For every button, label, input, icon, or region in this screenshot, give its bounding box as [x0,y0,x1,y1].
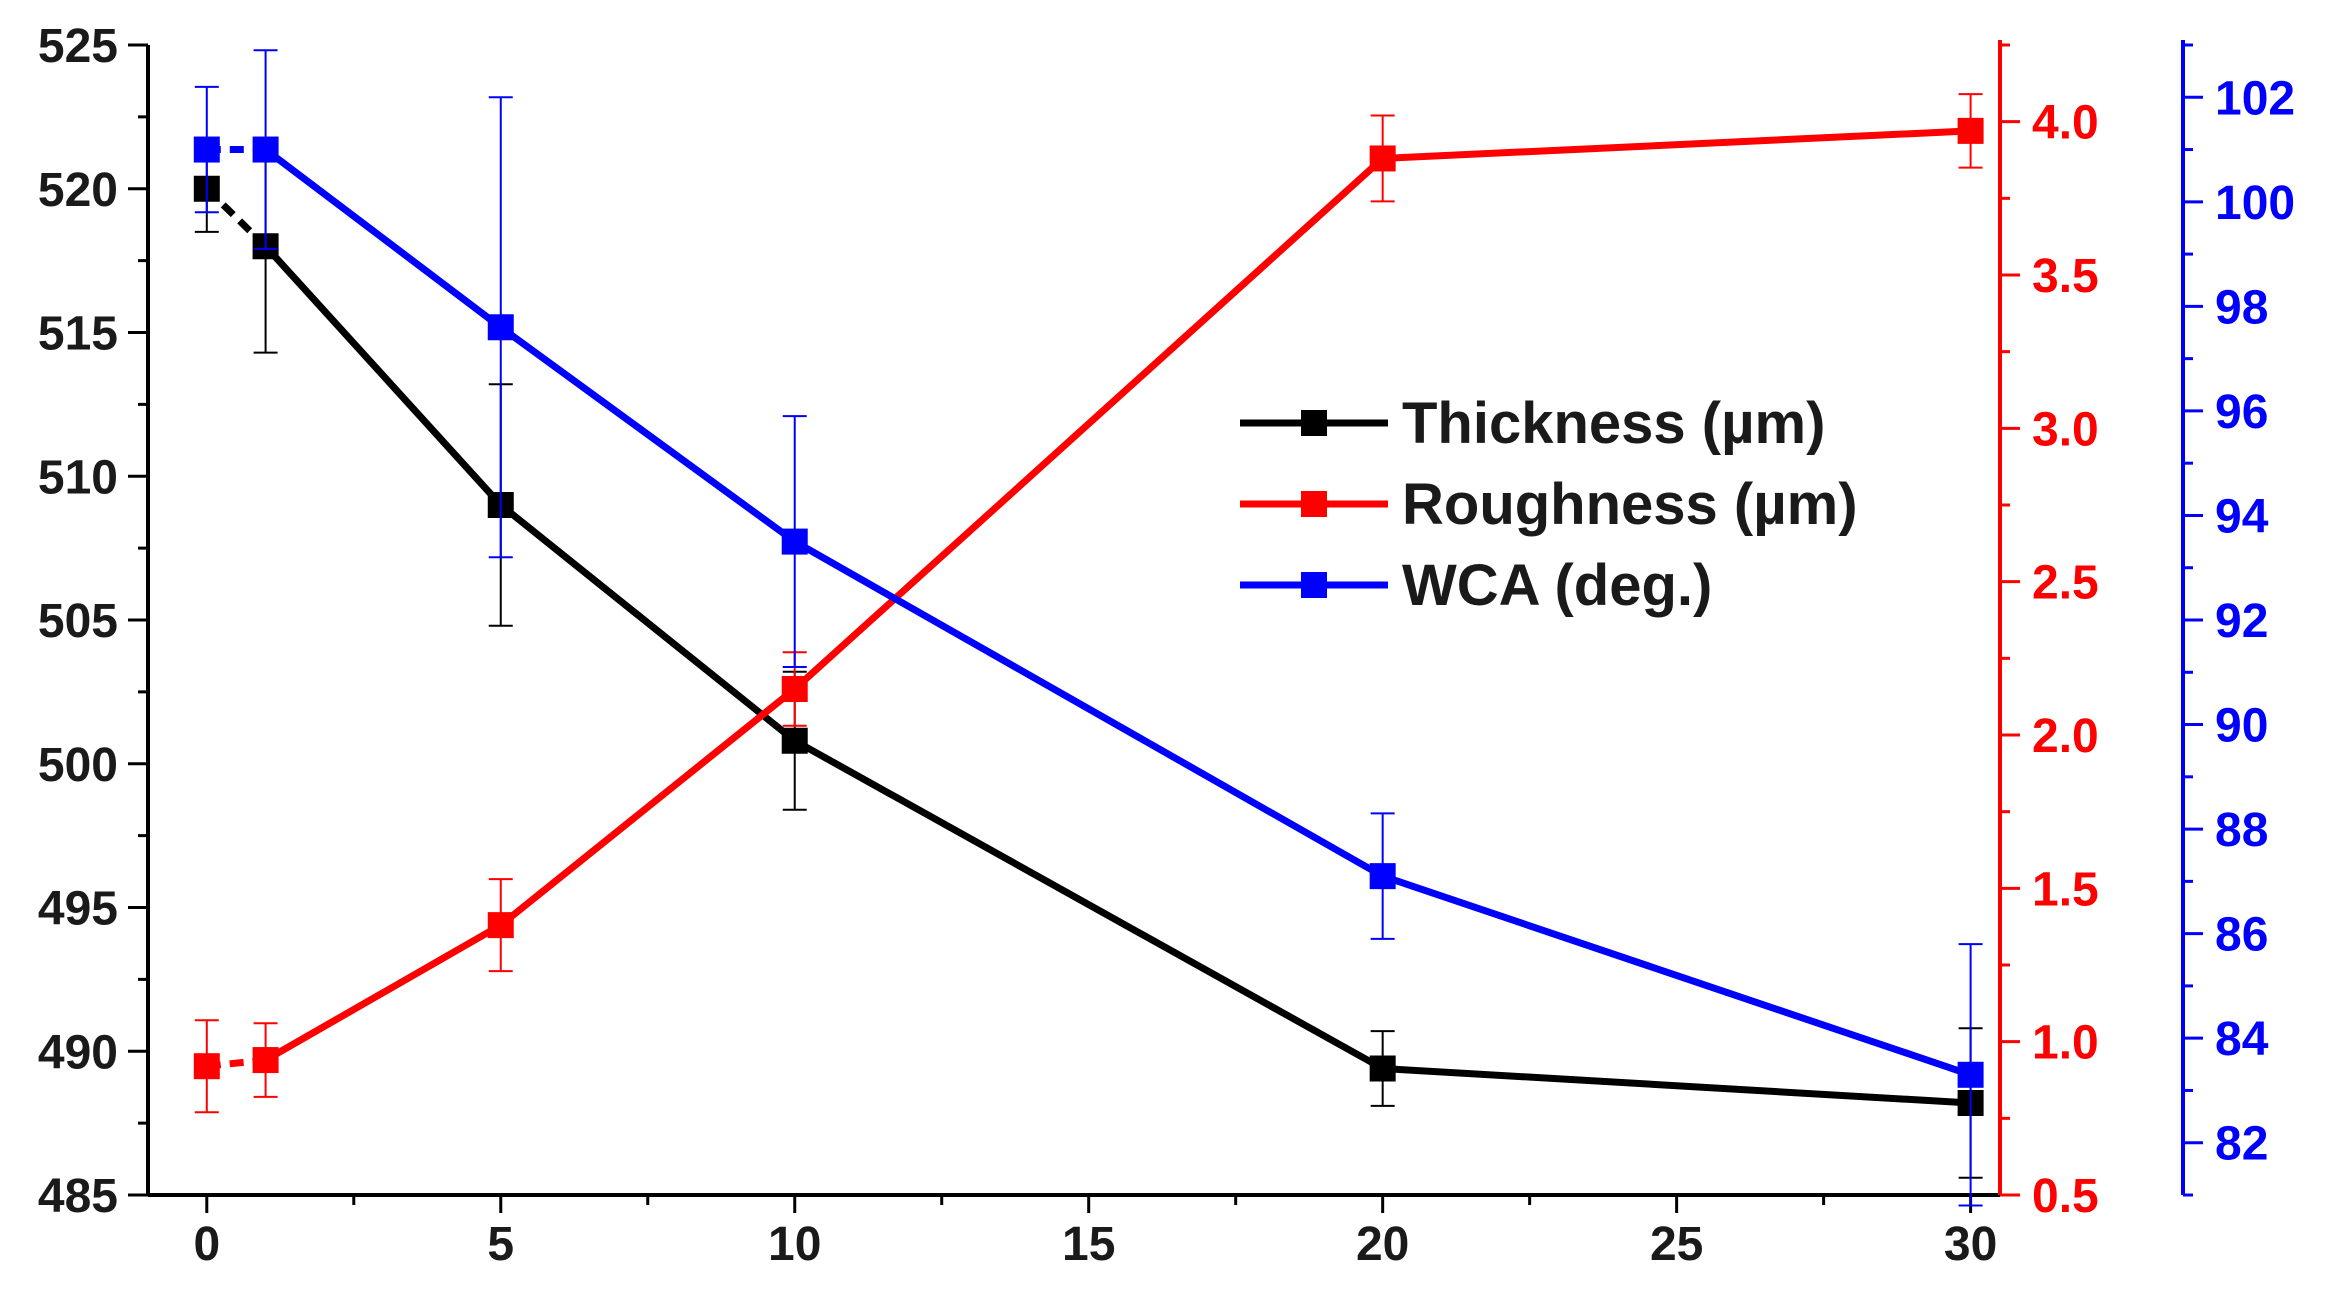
y-tick-label-left: 525 [38,20,118,73]
data-point [781,727,808,754]
y-tick-label-right2: 92 [2215,595,2268,648]
y-tick-label-right1: 3.0 [2032,403,2099,456]
series-1 [193,93,1984,1114]
data-point [781,676,808,702]
y-tick-label-right1: 0.5 [2032,1170,2099,1223]
y-axis-right1: 0.5 1.0 1.5 2.0 2.5 3.0 3.5 4.0 [1998,40,2099,1223]
x-axis: 0 5 10 15 20 25 30 [148,1193,2000,1271]
data-point [193,136,220,163]
data-point [1369,145,1396,172]
data-point [1369,863,1396,890]
series-layer [193,49,1984,1207]
legend-entry-thickness: Thickness (µm) [1240,391,1825,456]
legend-marker-roughness [1301,491,1327,517]
data-point [1957,117,1984,144]
legend-marker-thickness [1301,410,1327,436]
y-tick-label-right2: 98 [2215,281,2268,334]
x-tick-label: 10 [768,1218,821,1271]
y-tick-label-right2: 102 [2215,72,2295,125]
legend-marker-wca [1301,572,1327,598]
y-axis-left: 485 490 495 500 505 510 515 520 525 [38,20,150,1223]
y-tick-label-left: 505 [38,595,118,648]
x-tick-label: 15 [1062,1218,1115,1271]
data-point [1957,1061,1984,1088]
y-tick-label-right2: 84 [2215,1013,2269,1066]
x-tick-label: 0 [193,1218,220,1271]
series-2 [193,49,1984,1207]
legend-label-roughness: Roughness (µm) [1402,472,1858,537]
y-tick-label-left: 510 [38,451,118,504]
data-point [781,528,808,555]
data-point [193,1053,220,1080]
y-tick-label-right1: 4.0 [2032,97,2099,150]
legend-label-thickness: Thickness (µm) [1402,391,1825,456]
data-point [1369,1055,1396,1082]
data-point [487,314,514,341]
y-axis-right2: 82 84 86 88 90 92 94 96 98 100 102 [2181,40,2295,1197]
series-line [262,243,1971,1107]
y-tick-label-right2: 86 [2215,909,2268,962]
y-tick-label-left: 495 [38,883,118,936]
y-tick-label-right2: 82 [2215,1118,2268,1171]
y-tick-label-right2: 90 [2215,700,2268,753]
y-tick-label-left: 485 [38,1170,118,1223]
y-tick-label-right2: 96 [2215,386,2268,439]
legend-label-wca: WCA (deg.) [1402,553,1712,618]
y-tick-label-right2: 88 [2215,804,2268,857]
y-tick-label-right1: 2.0 [2032,710,2099,763]
y-tick-label-right2: 100 [2215,177,2295,230]
y-tick-label-right1: 3.5 [2032,250,2099,303]
legend: Thickness (µm) Roughness (µm) WCA (deg.) [1240,391,1858,618]
data-point [252,136,279,163]
axes-layer: 0 5 10 15 20 25 304854904955005055105155205250… [38,20,2295,1271]
x-tick-label: 30 [1944,1218,1997,1271]
y-tick-label-left: 515 [38,308,118,361]
y-tick-label-right1: 2.5 [2032,557,2099,610]
legend-entry-roughness: Roughness (µm) [1240,472,1858,537]
data-point [487,912,514,939]
legend-entry-wca: WCA (deg.) [1240,553,1712,618]
y-tick-label-right2: 94 [2215,490,2269,543]
y-tick-label-left: 520 [38,164,118,217]
y-tick-label-right1: 1.5 [2032,863,2099,916]
x-tick-label: 5 [487,1218,514,1271]
y-tick-label-left: 500 [38,739,118,792]
x-tick-label: 25 [1650,1218,1703,1271]
y-tick-label-left: 490 [38,1026,118,1079]
x-tick-label: 20 [1356,1218,1409,1271]
data-point [252,1047,279,1074]
series-line [263,146,1972,1079]
y-tick-label-right1: 1.0 [2032,1017,2099,1070]
